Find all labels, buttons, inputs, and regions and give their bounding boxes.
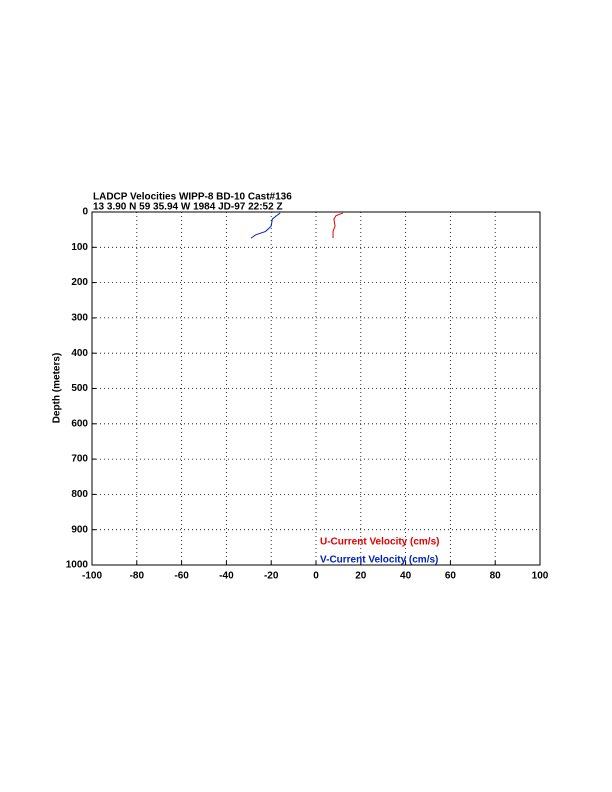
y-tick-label: 600 — [71, 418, 88, 429]
x-tick-label: 80 — [490, 571, 502, 582]
x-tick-label: -40 — [219, 571, 234, 582]
y-tick-label: 700 — [71, 454, 88, 465]
x-tick-label: 60 — [445, 571, 457, 582]
y-tick-label: 300 — [71, 313, 88, 324]
y-tick-label: 1000 — [66, 560, 89, 571]
x-tick-label: 100 — [532, 571, 549, 582]
data-line — [332, 212, 344, 239]
data-line — [250, 212, 281, 239]
x-tick-label: -80 — [130, 571, 145, 582]
x-tick-label: 0 — [313, 571, 319, 582]
y-tick-label: 100 — [71, 242, 88, 253]
x-tick-label: -100 — [82, 571, 102, 582]
x-tick-label: -20 — [264, 571, 279, 582]
legend-entry: U-Current Velocity (cm/s) — [320, 537, 439, 548]
y-tick-label: 400 — [71, 348, 88, 359]
x-tick-label: 40 — [400, 571, 412, 582]
legend-entry: V-Current Velocity (cm/s) — [320, 555, 438, 566]
y-axis-label: Depth (meters) — [52, 353, 63, 424]
chart-subtitle: 13 3.90 N 59 35.94 W 1984 JD-97 22:52 Z — [93, 202, 283, 213]
y-tick-label: 800 — [71, 489, 88, 500]
y-tick-label: 200 — [71, 277, 88, 288]
y-tick-label: 500 — [71, 383, 88, 394]
chart-title: LADCP Velocities WIPP-8 BD-10 Cast#136 — [93, 192, 292, 203]
y-tick-label: 0 — [82, 207, 88, 218]
y-tick-label: 900 — [71, 524, 88, 535]
x-tick-label: 20 — [355, 571, 367, 582]
x-tick-label: -60 — [174, 571, 189, 582]
